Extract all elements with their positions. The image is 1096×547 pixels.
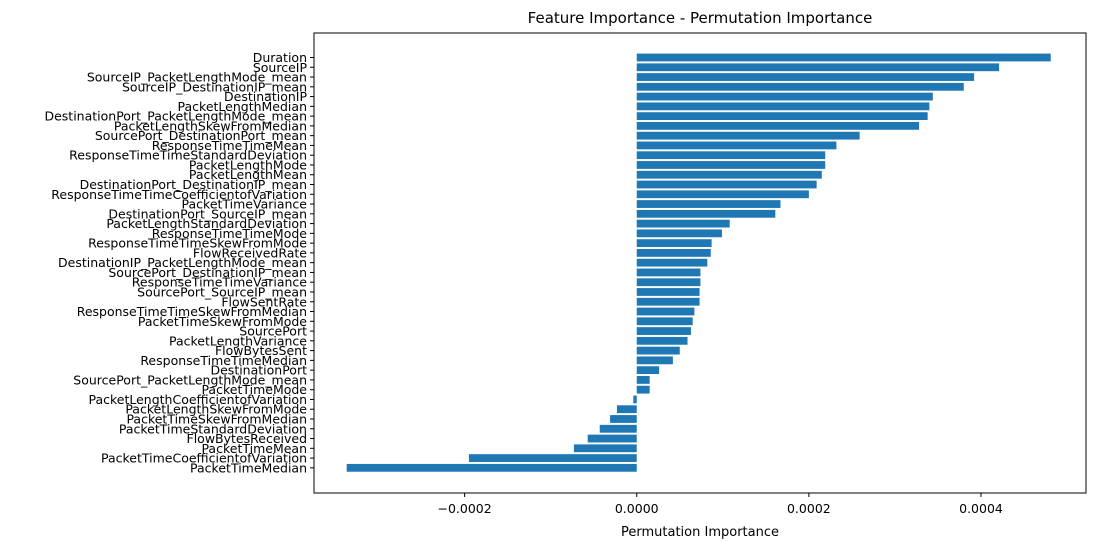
bar bbox=[636, 102, 930, 111]
y-tick-label: DestinationPort_DestinationIP_mean bbox=[80, 177, 307, 192]
y-tick-label: PacketLengthSkewFromMedian bbox=[114, 118, 307, 133]
bar bbox=[616, 405, 637, 414]
y-tick-label: SourceIP bbox=[253, 60, 308, 75]
bar bbox=[636, 268, 701, 277]
bar bbox=[610, 415, 637, 423]
y-tick-label: DestinationPort_PacketLengthMode_mean bbox=[44, 109, 307, 124]
y-tick-label: SourcePort_SourceIP_mean bbox=[137, 284, 307, 299]
y-tick-label: ResponseTimeTimeVariance bbox=[132, 275, 308, 290]
bar bbox=[636, 53, 1051, 62]
bar bbox=[599, 424, 637, 433]
y-tick-label: SourcePort_DestinationIP_mean bbox=[108, 265, 307, 280]
plot-frame bbox=[313, 32, 1087, 494]
bar bbox=[346, 463, 637, 472]
y-tick-label: PacketLengthStandardDeviation bbox=[106, 216, 307, 231]
bar bbox=[636, 249, 711, 257]
bar bbox=[573, 444, 637, 453]
bar bbox=[636, 170, 822, 179]
y-tick-label: PacketTimeMode bbox=[201, 382, 307, 397]
bar bbox=[636, 385, 650, 394]
x-tick-label: 0.0000 bbox=[615, 501, 659, 516]
bar bbox=[636, 307, 695, 316]
bar bbox=[636, 180, 817, 189]
y-tick-label: SourcePort_DestinationPort_mean bbox=[95, 128, 307, 143]
bar bbox=[636, 131, 860, 140]
y-tick-label: PacketLengthMean bbox=[189, 167, 307, 182]
y-tick-label: ResponseTimeTimeMedian bbox=[140, 353, 307, 368]
bar bbox=[636, 112, 928, 121]
bar bbox=[636, 239, 712, 248]
bar bbox=[636, 161, 826, 169]
y-tick-label: PacketLengthSkewFromMode bbox=[125, 402, 307, 417]
y-tick-label: ResponseTimeTimeSkewFromMedian bbox=[77, 304, 307, 319]
bar bbox=[636, 336, 688, 345]
y-tick-label: FlowBytesReceived bbox=[187, 431, 307, 446]
bar bbox=[636, 82, 964, 91]
y-tick-label: DestinationIP_PacketLengthMode_mean bbox=[58, 255, 307, 270]
x-tick-label: 0.0002 bbox=[787, 501, 831, 516]
bar bbox=[636, 258, 708, 267]
y-tick-label: PacketTimeSkewFromMedian bbox=[126, 411, 307, 426]
bar bbox=[636, 229, 722, 238]
y-tick-label: FlowSentRate bbox=[221, 294, 307, 309]
bar bbox=[636, 92, 933, 101]
y-tick-label: SourceIP_PacketLengthMode_mean bbox=[87, 70, 307, 85]
bar bbox=[636, 63, 1000, 72]
y-tick-label: SourcePort bbox=[239, 324, 307, 339]
y-tick-label: SourcePort_PacketLengthMode_mean bbox=[73, 372, 307, 387]
bar bbox=[587, 434, 637, 443]
bar bbox=[636, 278, 701, 287]
bar bbox=[468, 454, 637, 462]
y-tick-label: PacketTimeVariance bbox=[182, 197, 308, 212]
y-tick-label: PacketTimeMean bbox=[201, 441, 307, 456]
bar bbox=[636, 209, 776, 218]
bar bbox=[636, 366, 660, 375]
y-tick-label: ResponseTimeTimeMean bbox=[152, 138, 307, 153]
bar bbox=[636, 151, 826, 160]
bar bbox=[636, 376, 650, 384]
y-tick-label: PacketLengthVariance bbox=[169, 333, 307, 348]
bar bbox=[636, 317, 693, 326]
bar bbox=[636, 200, 781, 208]
y-tick-label: SourceIP_DestinationIP_mean bbox=[122, 79, 307, 94]
y-tick-label: PacketTimeMedian bbox=[190, 460, 307, 475]
y-tick-label: ResponseTimeTimeSkewFromMode bbox=[88, 236, 307, 251]
bar bbox=[636, 219, 730, 228]
bar bbox=[636, 121, 920, 130]
bar bbox=[636, 141, 837, 150]
y-tick-label: PacketTimeStandardDeviation bbox=[119, 421, 307, 436]
bar bbox=[636, 346, 680, 355]
y-tick-label: PacketTimeCoefficientofVariation bbox=[101, 451, 307, 466]
y-tick-label: PacketTimeSkewFromMode bbox=[138, 314, 307, 329]
bar bbox=[636, 288, 700, 296]
x-tick-label: 0.0004 bbox=[959, 501, 1003, 516]
x-axis-label: Permutation Importance bbox=[621, 525, 779, 540]
y-tick-labels: DurationSourceIPSourceIP_PacketLengthMod… bbox=[44, 50, 314, 475]
y-tick-label: FlowReceivedRate bbox=[193, 245, 307, 260]
bar bbox=[636, 356, 673, 365]
y-tick-label: PacketLengthMedian bbox=[178, 99, 307, 114]
y-tick-label: DestinationIP bbox=[224, 89, 307, 104]
y-tick-label: PacketLengthMode bbox=[189, 157, 307, 172]
bar bbox=[636, 73, 975, 81]
y-tick-label: ResponseTimeTimeMode bbox=[152, 226, 308, 241]
y-tick-label: ResponseTimeTimeCoefficientofVariation bbox=[51, 187, 307, 202]
chart-title: Feature Importance - Permutation Importa… bbox=[528, 9, 873, 27]
bar-group bbox=[346, 53, 1051, 472]
bar bbox=[633, 395, 637, 404]
y-tick-label: DestinationPort_SourceIP_mean bbox=[108, 206, 307, 221]
y-tick-label: PacketLengthCoefficientofVariation bbox=[88, 392, 307, 407]
x-tick-label: −0.0002 bbox=[438, 501, 492, 516]
y-tick-label: DestinationPort bbox=[210, 363, 307, 378]
bar bbox=[636, 190, 809, 199]
bar bbox=[636, 297, 700, 306]
bar bbox=[636, 327, 691, 335]
y-tick-label: ResponseTimeTimeStandardDeviation bbox=[69, 148, 307, 163]
x-axis: −0.0002 0.0000 0.0002 0.0004 bbox=[438, 493, 1003, 516]
y-tick-label: Duration bbox=[253, 50, 307, 65]
y-tick-label: FlowBytesSent bbox=[215, 343, 307, 358]
